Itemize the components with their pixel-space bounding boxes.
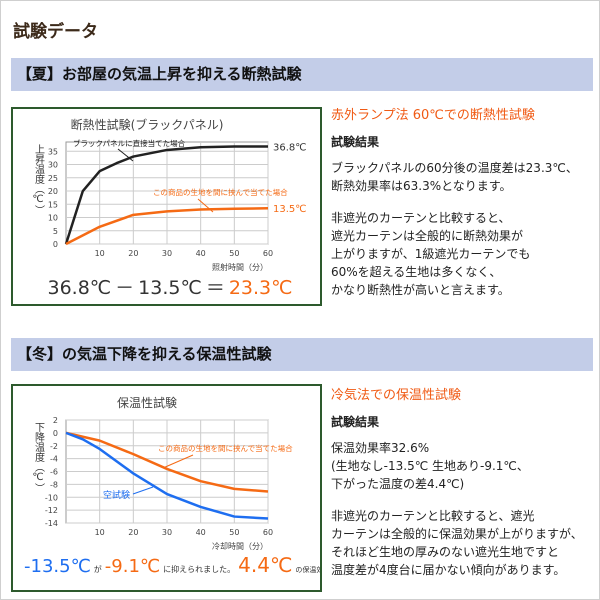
y-tick-label: -14 <box>45 519 58 528</box>
y-tick-label: -2 <box>50 442 58 451</box>
y-tick-label: 0 <box>53 429 58 438</box>
x-tick-label: 60 <box>263 249 273 258</box>
summary-ga: が <box>94 564 102 574</box>
winter-result-label: 試験結果 <box>331 415 380 429</box>
x-tick-label: 30 <box>162 249 172 258</box>
winter-chart-box: 保温性試験 10 20 30 40 50 60 2 0 -2 -4 -6 -8 -10 -12 -14 冷却時間… <box>11 384 322 592</box>
x-tick-label: 40 <box>196 528 206 537</box>
winter-method-title: 冷気法での保温性試験 <box>331 388 462 403</box>
leader-line <box>162 454 194 469</box>
x-tick-label: 30 <box>162 528 172 537</box>
page-title: 試験データ <box>13 22 98 42</box>
summer-method-title: 赤外ランプ法 60℃での断熱性試験 <box>331 108 535 123</box>
y-tick-label: 5 <box>53 227 58 236</box>
series-label-orange: この商品の生地を間に挟んで当てた場合 <box>153 187 288 197</box>
winter-para-2: 非遮光のカーテンと比較すると、遮光 カーテンは全般的に保温効果が上がりますが、 … <box>331 509 583 577</box>
summary-c: 4.4℃ <box>238 553 292 577</box>
formula-result: 23.3℃ <box>229 277 293 299</box>
series-line <box>65 431 269 520</box>
series-label-black: ブラックパネルに直接当てた場合 <box>73 138 186 148</box>
formula-b: 13.5℃ <box>138 277 202 299</box>
y-tick-label: 30 <box>48 161 58 170</box>
series-line <box>65 431 269 493</box>
x-tick-label: 40 <box>196 249 206 258</box>
series-label-blue: 空試験 <box>103 489 130 501</box>
x-tick-label: 20 <box>128 528 138 537</box>
x-axis-label: 照射時間（分） <box>212 262 268 272</box>
y-tick-label: 0 <box>53 240 58 249</box>
series-line <box>64 145 268 245</box>
y-tick-label: 35 <box>48 147 58 156</box>
y-tick-label: -6 <box>50 468 58 477</box>
series-line <box>65 206 269 246</box>
formula-eq: ＝ <box>206 277 225 299</box>
series-label-orange: この商品の生地を間に挟んで当てた場合 <box>158 443 293 453</box>
chart-title: 保温性試験 <box>117 395 177 410</box>
x-tick-label: 10 <box>95 528 105 537</box>
y-tick-label: 10 <box>48 214 58 223</box>
y-tick-label: -10 <box>45 493 58 502</box>
chart-title: 断熱性試験(ブラックパネル) <box>71 117 224 132</box>
formula-minus: － <box>115 277 134 299</box>
winter-heading: 【冬】の気温下降を抑える保温性試験 <box>11 338 593 371</box>
leader-line <box>197 198 214 213</box>
y-tick-label: -12 <box>45 506 58 515</box>
summary-b: -9.1℃ <box>105 556 160 577</box>
summer-heading: 【夏】お部屋の気温上昇を抑える断熱試験 <box>11 58 593 91</box>
series-end-label: 36.8℃ <box>273 143 307 154</box>
x-tick-label: 50 <box>229 249 239 258</box>
x-tick-label: 20 <box>128 249 138 258</box>
x-tick-label: 10 <box>95 249 105 258</box>
y-axis-label: 下降温度（℃） <box>32 422 44 493</box>
formula-a: 36.8℃ <box>48 277 112 299</box>
formula-text: 36.8℃ － 13.5℃ ＝ 23.3℃ <box>48 277 293 299</box>
summer-para-2: 非遮光のカーテンと比較すると、 遮光カーテンは全般的に断熱効果が 上がりますが、… <box>331 211 531 297</box>
x-axis-label: 冷却時間（分） <box>212 541 268 551</box>
summer-description: 赤外ランプ法 60℃での断熱性試験 試験結果 ブラックパネルの60分後の温度差は… <box>331 107 596 313</box>
summary-mid: に抑えられました。 <box>163 564 235 574</box>
y-axis-label: 上昇温度（℃） <box>32 144 44 215</box>
x-tick-label: 60 <box>263 528 273 537</box>
leader-line <box>132 486 154 495</box>
summer-result-label: 試験結果 <box>331 135 380 149</box>
summary-end: の保温効果 <box>295 565 320 574</box>
y-tick-label: -8 <box>50 480 58 489</box>
y-tick-label: 25 <box>48 174 58 183</box>
y-tick-label: -4 <box>50 455 58 464</box>
summary-a: -13.5℃ <box>24 556 91 577</box>
summer-chart: 断熱性試験(ブラックパネル) 10 20 30 40 50 60 0 5 10 15 20 25 30 35… <box>32 117 307 299</box>
y-tick-label: 15 <box>48 200 58 209</box>
y-tick-label: 20 <box>48 187 58 196</box>
y-tick-label: 2 <box>53 416 58 425</box>
summer-chart-box: 断熱性試験(ブラックパネル) 10 20 30 40 50 60 0 5 10 15 20 25 30 35… <box>11 107 322 306</box>
x-tick-label: 50 <box>229 528 239 537</box>
series-end-label: 13.5℃ <box>273 204 307 215</box>
leader-line <box>117 148 134 162</box>
winter-para-1: 保温効果率32.6% (生地なし-13.5℃ 生地あり-9.1℃、 下がった温度… <box>331 441 529 491</box>
summer-para-1: ブラックパネルの60分後の温度差は23.3℃、 断熱効果率は63.3%となります… <box>331 161 578 193</box>
winter-description: 冷気法での保温性試験 試験結果 保温効果率32.6% (生地なし-13.5℃ 生… <box>331 387 596 593</box>
